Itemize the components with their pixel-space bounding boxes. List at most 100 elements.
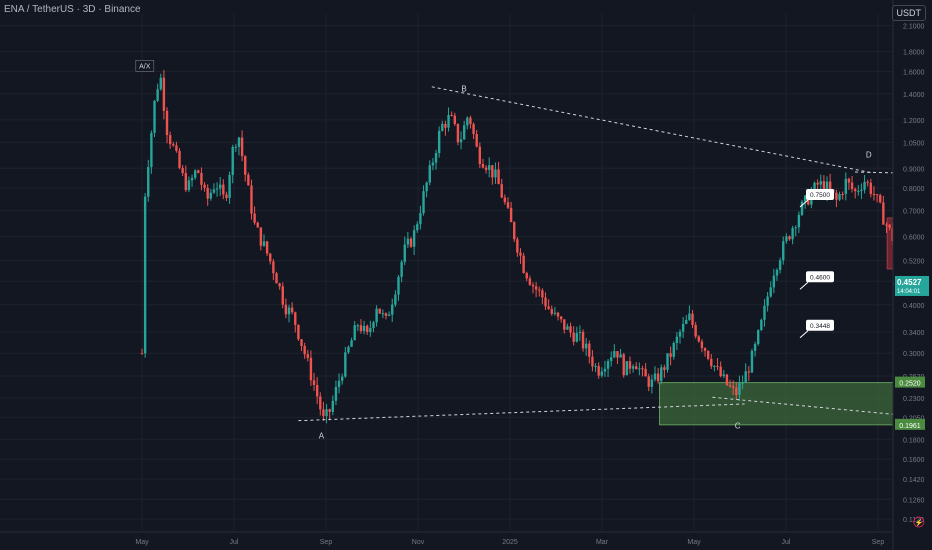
price-tick-label: 0.4000: [903, 303, 925, 310]
candle: [516, 239, 519, 253]
candle: [847, 178, 851, 183]
wave-label: D: [866, 150, 872, 159]
candle: [488, 165, 491, 170]
candle: [315, 385, 319, 397]
candle: [553, 312, 557, 314]
candle: [813, 182, 816, 193]
candle: [362, 325, 366, 332]
price-tick-label: 0.8000: [903, 186, 925, 193]
candle: [400, 261, 403, 277]
candle: [409, 238, 413, 247]
time-tick-label: Mar: [596, 539, 609, 546]
candle: [694, 324, 697, 337]
candle: [610, 357, 613, 362]
price-level-text: 0.1961: [899, 423, 921, 430]
candle: [156, 89, 159, 101]
candle: [303, 345, 306, 355]
candle: [300, 339, 303, 346]
candle: [244, 156, 247, 175]
candle: [700, 341, 704, 349]
candle: [631, 366, 635, 369]
candle: [150, 132, 153, 168]
candle: [212, 189, 216, 193]
candle: [669, 353, 672, 357]
target-box[interactable]: [806, 271, 834, 283]
candle: [563, 319, 566, 330]
wave-label-box: [135, 60, 155, 72]
time-tick-label: Sep: [320, 539, 333, 546]
candle: [237, 137, 241, 147]
candle: [297, 324, 300, 340]
candle: [747, 371, 751, 373]
candle: [394, 294, 397, 305]
candle: [475, 134, 478, 147]
trendline[interactable]: [712, 396, 932, 452]
candle: [641, 368, 644, 370]
candle: [757, 330, 760, 345]
candle: [253, 213, 256, 223]
candle: [234, 146, 238, 148]
candle: [381, 313, 385, 315]
target-box[interactable]: [806, 319, 834, 331]
time-tick-label: May: [687, 539, 701, 546]
lightning-icon: ⚡: [914, 518, 923, 527]
candle: [547, 306, 550, 309]
price-tick-label: 2.1000: [903, 24, 925, 31]
price-level-text: 0.2520: [899, 381, 921, 388]
candle: [863, 181, 866, 190]
candle: [397, 276, 400, 295]
event-marker-icon[interactable]: [913, 516, 925, 528]
demand-zone[interactable]: [659, 382, 932, 426]
candle: [481, 164, 485, 168]
candle: [259, 227, 263, 246]
candle: [606, 361, 610, 369]
candle: [356, 325, 360, 327]
candle: [328, 409, 331, 412]
candle: [619, 354, 622, 358]
candle: [469, 117, 472, 125]
price-tick-label: 0.1420: [903, 477, 925, 484]
target-box[interactable]: [806, 188, 834, 200]
candle: [538, 289, 541, 291]
candle: [850, 182, 854, 189]
currency-button[interactable]: USDT: [891, 5, 926, 21]
candle: [222, 184, 225, 195]
candle: [522, 255, 525, 273]
price-tick-label: 1.0500: [903, 140, 925, 147]
candle: [503, 197, 507, 203]
trendline[interactable]: [298, 403, 745, 422]
candle: [738, 383, 741, 395]
candle: [159, 77, 162, 90]
candle: [165, 110, 169, 136]
price-tick-label: 0.1260: [903, 497, 925, 504]
candle: [425, 182, 428, 192]
target-pointer: [799, 199, 809, 208]
price-tick-label: 1.4000: [903, 92, 925, 99]
target-label: 0.7500: [810, 192, 830, 199]
trendline[interactable]: [431, 86, 874, 174]
current-price-text: 0.4527: [897, 278, 922, 287]
candle: [788, 236, 791, 240]
candle: [763, 305, 766, 320]
candle: [828, 181, 832, 190]
candle: [193, 170, 197, 178]
candle: [735, 387, 738, 395]
candle: [660, 367, 663, 382]
candle: [431, 162, 435, 166]
candle: [428, 165, 431, 183]
candle: [450, 115, 453, 117]
candle: [678, 331, 682, 337]
candle: [466, 117, 469, 126]
candle: [569, 326, 572, 333]
candle: [378, 308, 381, 314]
candle: [312, 380, 316, 386]
candle: [681, 323, 685, 332]
candle: [628, 361, 632, 369]
price-axis[interactable]: [893, 0, 932, 550]
candle: [203, 184, 206, 188]
price-tick-label: 0.6000: [903, 235, 925, 242]
candle: [412, 230, 416, 247]
candle: [766, 296, 769, 306]
candle: [772, 275, 776, 288]
